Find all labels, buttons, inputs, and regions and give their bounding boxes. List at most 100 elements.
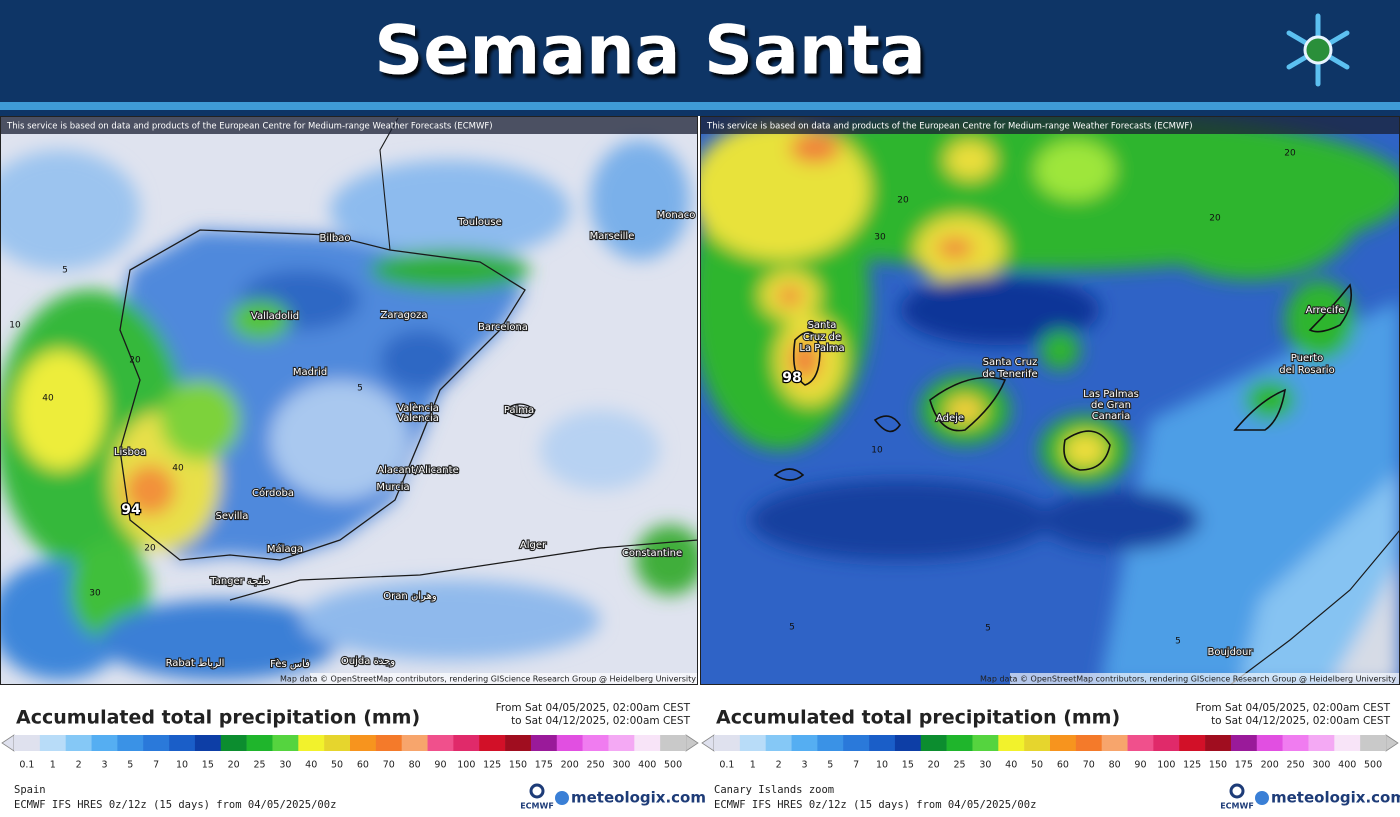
legend-swatch	[1127, 735, 1154, 751]
place-label: Bilbao	[319, 233, 350, 244]
place-label: Canaria	[1092, 411, 1131, 422]
legend-swatch	[869, 735, 896, 751]
precip-area	[1040, 330, 1080, 370]
precip-area	[778, 286, 802, 306]
precip-area	[160, 380, 240, 460]
legend-value: 50	[331, 760, 343, 771]
ecmwf-icon	[1229, 783, 1245, 799]
legend-swatch	[608, 735, 635, 751]
precip-area	[270, 380, 410, 500]
precip-area	[1245, 380, 1295, 420]
max-value: 98	[782, 370, 801, 386]
footer-region: Canary Islands zoom	[714, 784, 834, 796]
legend-value: 175	[1235, 760, 1253, 771]
place-label: Valencia	[397, 413, 439, 424]
precip-area	[790, 133, 840, 163]
precip-area	[900, 275, 1100, 345]
legend-value: 3	[101, 760, 107, 771]
coastline	[1229, 529, 1400, 685]
precip-area	[0, 150, 140, 270]
precip-area	[230, 300, 290, 340]
contour-label: 40	[172, 464, 184, 474]
meteologix-icon	[1255, 791, 1269, 805]
contour-label: 20	[1284, 149, 1296, 159]
precip-area	[370, 250, 530, 290]
legend-swatch	[843, 735, 870, 751]
contour-label: 5	[789, 623, 795, 633]
header-bar	[0, 0, 1400, 102]
page-title: Semana Santa	[374, 12, 925, 91]
island	[773, 468, 805, 481]
legend-value: 90	[434, 760, 446, 771]
meteologix-icon	[555, 791, 569, 805]
legend-value: 15	[202, 760, 214, 771]
ecmwf-icon	[529, 783, 545, 799]
legend-title: Accumulated total precipitation (mm)	[716, 707, 1120, 729]
place-label: Lisboa	[114, 447, 146, 458]
legend-swatch	[324, 735, 351, 751]
legend-swatch	[1153, 735, 1180, 751]
footer-region: Spain	[14, 784, 46, 796]
map-credit: Map data © OpenStreetMap contributors, r…	[980, 675, 1396, 684]
meteologix-logo: meteologix.com	[571, 789, 706, 807]
place-label: Rabat الرباط	[166, 658, 225, 669]
legend-value: 2	[76, 760, 82, 771]
legend-swatch	[894, 735, 922, 751]
legend-swatch	[39, 735, 66, 751]
legend-arrow	[701, 734, 715, 752]
place-label: Puerto	[1291, 353, 1324, 364]
legend-swatch	[530, 735, 558, 751]
contour-label: 10	[871, 446, 883, 456]
precip-area	[945, 395, 985, 425]
panels: Bilbao Toulouse Marseille Monaco Valladolid Z…	[0, 116, 1400, 811]
legend-swatch	[91, 735, 118, 751]
island	[792, 331, 821, 386]
legend-value: 250	[586, 760, 604, 771]
legend-value: 15	[902, 760, 914, 771]
map-credit: Map data © OpenStreetMap contributors, r…	[280, 675, 696, 684]
legend-value: 5	[127, 760, 133, 771]
footer-model: ECMWF IFS HRES 0z/12z (15 days) from 04/…	[714, 799, 1036, 811]
precip-layer	[0, 140, 698, 680]
island	[929, 376, 1007, 432]
legend-swatch	[246, 735, 273, 751]
place-label: Zaragoza	[380, 310, 427, 321]
legend-swatch	[453, 735, 480, 751]
contour-label: 10	[9, 321, 21, 331]
island	[873, 415, 901, 433]
contour-label: 5	[357, 384, 363, 394]
legend-value: 60	[1057, 760, 1069, 771]
attribution-bar	[700, 116, 1400, 134]
legend-value: 500	[664, 760, 682, 771]
legend-value: 200	[561, 760, 579, 771]
precip-area	[380, 330, 460, 390]
legend-value: 1	[750, 760, 756, 771]
legend-value: 10	[176, 760, 188, 771]
legend-value: 400	[1338, 760, 1356, 771]
legend-swatch	[479, 735, 506, 751]
legend-swatch	[1179, 735, 1206, 751]
contour-label: 20	[1209, 214, 1221, 224]
precip-area	[937, 238, 973, 258]
island	[1233, 388, 1287, 431]
place-label: Cruz de	[803, 332, 841, 343]
legend-value: 250	[1286, 760, 1304, 771]
legend-swatch	[220, 735, 247, 751]
legend-swatch	[1050, 735, 1077, 751]
map-credit-bar	[310, 673, 698, 685]
place-label: Oujda وجدة	[341, 656, 395, 667]
legend-value: 150	[1209, 760, 1227, 771]
place-label: Arrecife	[1306, 305, 1345, 316]
place-label: València	[397, 402, 439, 414]
legend-swatch	[401, 735, 428, 751]
legend-value: 30	[979, 760, 991, 771]
place-label: La Palma	[799, 343, 844, 354]
legend-value: 60	[357, 760, 369, 771]
attribution: This service is based on data and produc…	[6, 122, 493, 132]
legend-swatch	[169, 735, 196, 751]
legend-value: 90	[1134, 760, 1146, 771]
legend-swatch	[660, 735, 687, 751]
legend-swatch	[1024, 735, 1051, 751]
legend-swatch	[427, 735, 454, 751]
